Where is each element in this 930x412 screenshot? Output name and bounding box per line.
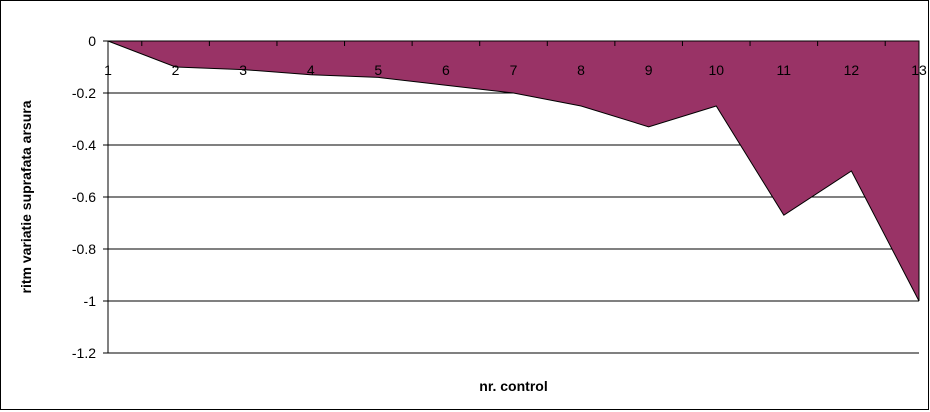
x-tick-label-10: 10: [708, 62, 724, 78]
x-tick-label-1: 1: [104, 62, 112, 78]
y-tick-label-6: -1.2: [72, 345, 96, 361]
y-tick-label-2: -0.4: [72, 137, 96, 153]
y-tick-label-3: -0.6: [72, 189, 96, 205]
x-tick-label-2: 2: [172, 62, 180, 78]
y-tick-label-1: -0.2: [72, 85, 96, 101]
series-layer: [108, 41, 919, 301]
y-tick-label-5: -1: [84, 293, 97, 309]
x-tick-label-8: 8: [577, 62, 585, 78]
y-tick-labels: 0 -0.2 -0.4 -0.6 -0.8 -1 -1.2: [72, 33, 96, 361]
x-tick-label-3: 3: [239, 62, 247, 78]
x-tick-label-5: 5: [374, 62, 382, 78]
x-tick-label-4: 4: [307, 62, 315, 78]
x-tick-label-7: 7: [510, 62, 518, 78]
x-tick-label-13: 13: [911, 62, 927, 78]
x-axis-title: nr. control: [479, 378, 547, 394]
y-axis-title: ritm variatie suprafata arsura: [18, 100, 34, 293]
x-tick-label-9: 9: [645, 62, 653, 78]
area-series-0: [108, 41, 919, 301]
x-tick-label-11: 11: [777, 62, 792, 78]
y-tick-label-0: 0: [88, 33, 96, 49]
x-tick-label-12: 12: [844, 62, 860, 78]
y-tick-label-4: -0.8: [72, 241, 96, 257]
x-tick-label-6: 6: [442, 62, 450, 78]
